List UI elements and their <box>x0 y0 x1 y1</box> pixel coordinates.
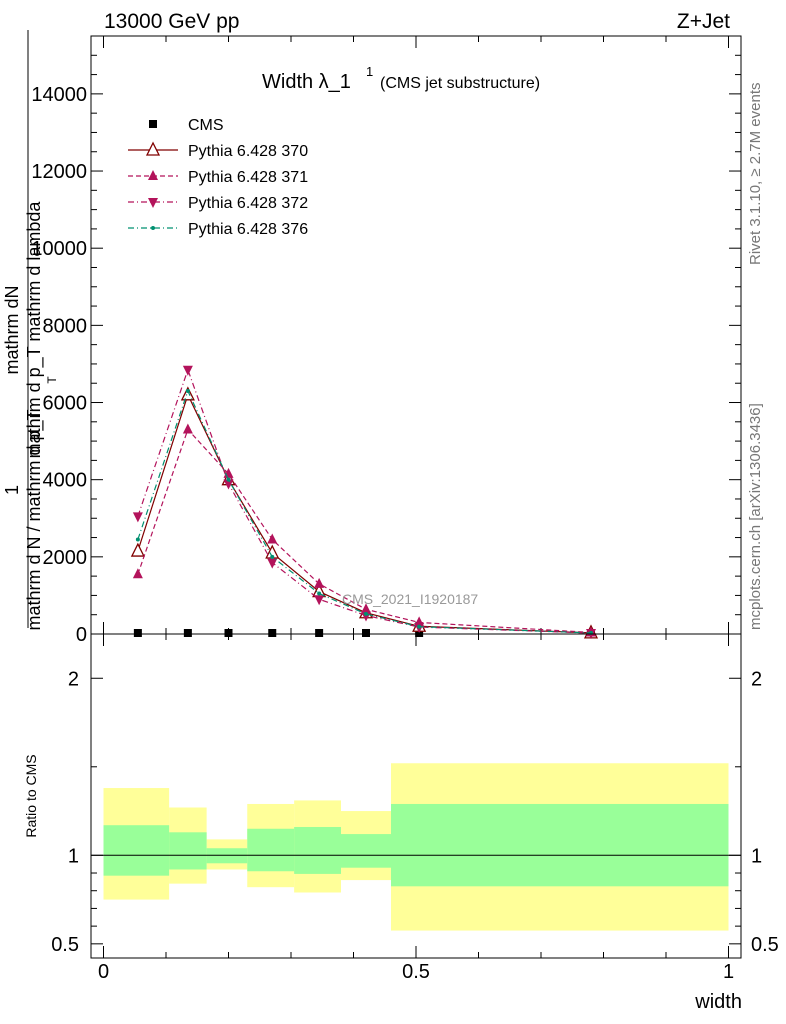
title-sub: (CMS jet substructure) <box>380 75 540 92</box>
x-tick-label: 0.5 <box>402 961 430 983</box>
data-point <box>132 568 143 579</box>
series-line <box>137 389 592 634</box>
legend-marker <box>148 170 158 180</box>
data-point <box>182 423 193 434</box>
uncertainty-band-green <box>247 828 295 872</box>
y-tick-label: 0 <box>76 624 87 646</box>
ylabel-left-num: 1 <box>2 485 22 495</box>
x-tick-label: 1 <box>723 961 734 983</box>
data-point <box>314 595 325 606</box>
data-point <box>315 629 324 637</box>
legend-label: Pythia 6.428 371 <box>188 169 308 186</box>
y-tick-label: 10000 <box>31 238 87 260</box>
series-5 <box>135 388 593 635</box>
y-tick-label: 4000 <box>43 470 88 492</box>
ratio-frame <box>90 633 742 959</box>
data-point <box>180 386 195 401</box>
data-point <box>133 629 142 637</box>
ratio-y-tick-label: 2 <box>68 668 79 690</box>
ylabel-left-den: mathrm d N / mathrm d p_T <box>24 409 45 630</box>
data-point <box>361 603 371 614</box>
uncertainty-band-green <box>341 834 391 868</box>
data-point <box>267 533 278 544</box>
rivet-label: Rivet 3.1.10, ≥ 2.7M events <box>747 83 764 266</box>
y-tick-label: 14000 <box>31 84 87 106</box>
y-tick-label: 6000 <box>43 393 88 415</box>
data-point <box>226 477 231 482</box>
x-axis-label: width <box>694 991 742 1013</box>
y-axis-label-main: mathrm dN mathrm d p_T mathrm d lambda 1… <box>2 30 59 631</box>
data-point <box>130 542 145 557</box>
legend-label: Pythia 6.428 370 <box>188 143 308 160</box>
data-point <box>362 629 370 637</box>
main-panel: 0 2000 4000 6000 8000 10000 12000 14000 <box>31 36 741 646</box>
title-sup: 1 <box>366 64 373 79</box>
y-tick-label: 2000 <box>43 547 88 569</box>
ratio-y-tick-label-right: 0.5 <box>751 934 779 956</box>
ratio-y-tick-label: 0.5 <box>51 934 79 956</box>
legend-label: Pythia 6.428 372 <box>188 195 308 212</box>
uncertainty-band-green <box>103 825 170 876</box>
data-point <box>364 611 368 616</box>
data-point <box>135 537 140 542</box>
chart-title: Width λ_1 1 (CMS jet substructure) <box>262 64 540 93</box>
analysis-label: CMS_2021_I1920187 <box>342 591 478 607</box>
data-point <box>267 558 278 569</box>
series-line <box>137 428 592 634</box>
data-point <box>182 365 193 376</box>
title-main: Width λ_1 <box>262 71 351 93</box>
data-point <box>317 591 322 596</box>
data-point <box>183 629 192 637</box>
legend-marker <box>148 198 158 208</box>
uncertainty-band-green <box>294 826 341 874</box>
y-tick-label: 12000 <box>31 161 87 183</box>
data-point <box>417 624 422 629</box>
ylabel-sub: T <box>45 376 59 384</box>
ratio-y-tick-label: 1 <box>68 845 79 867</box>
data-point <box>224 629 233 637</box>
data-point <box>132 512 143 523</box>
legend-marker <box>145 141 161 156</box>
legend: CMS Pythia 6.428 370 Pythia 6.428 371 Pythi… <box>128 117 308 238</box>
data-point <box>314 577 325 588</box>
legend-label: Pythia 6.428 376 <box>188 221 308 238</box>
ratio-y-tick-label-right: 1 <box>751 845 762 867</box>
legend-marker <box>149 120 157 128</box>
data-point <box>185 388 190 393</box>
ylabel-frac-top2: mathrm d p_T mathrm d lambda <box>24 201 45 459</box>
ylabel-frac-top: mathrm dN <box>2 285 22 374</box>
mcplots-label: mcplots.cern.ch [arXiv:1306.3436] <box>747 403 764 630</box>
ratio-panel: 0.5 0.5 1 1 2 2 0 0.5 1 <box>51 634 779 983</box>
uncertainty-band-green <box>169 832 207 870</box>
y-axis-label-ratio: Ratio to CMS <box>23 754 39 837</box>
data-point <box>223 479 234 490</box>
ratio-y-tick-label-right: 2 <box>751 668 762 690</box>
legend-label: CMS <box>188 117 224 134</box>
y-tick-label: 8000 <box>43 315 88 337</box>
uncertainty-band-green <box>391 803 729 887</box>
legend-marker <box>151 226 155 230</box>
energy-label: 13000 GeV pp <box>104 10 239 33</box>
data-point <box>270 554 275 559</box>
process-label: Z+Jet <box>677 10 730 33</box>
data-point <box>268 629 277 637</box>
x-tick-label: 0 <box>98 961 109 983</box>
